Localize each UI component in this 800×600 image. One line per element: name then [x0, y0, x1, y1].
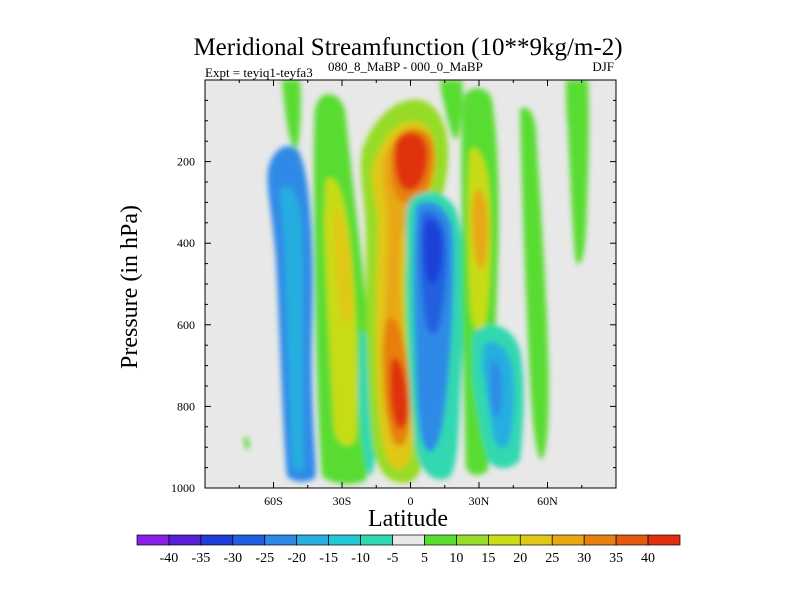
colorbar-label: -20	[287, 551, 306, 566]
contour-pos-band-75n	[566, 80, 589, 264]
x-tick-label: 30N	[469, 494, 490, 508]
x-tick-label: 60S	[264, 494, 283, 508]
season-label: DJF	[592, 59, 614, 74]
colorbar-swatch	[647, 534, 681, 546]
contour-fill	[244, 80, 589, 485]
colorbar-swatch	[456, 534, 489, 546]
colorbar-label: -35	[192, 551, 211, 566]
contour-neg-lobe-nh-thin	[490, 359, 502, 417]
y-axis-ticks: 200 400 600 800 1000	[171, 99, 616, 495]
contour-pos-band-30n-core	[472, 188, 488, 271]
colorbar-label: 35	[609, 551, 623, 566]
colorbar-swatch	[232, 534, 266, 546]
y-tick-label: 600	[177, 318, 195, 332]
y-tick-label: 200	[177, 155, 195, 169]
colorbar-swatch	[136, 534, 170, 546]
contour-pos-upper-eq	[440, 80, 463, 140]
x-tick-label: 30S	[333, 494, 352, 508]
contour-lower-max-core	[390, 358, 409, 429]
colorbar-swatch	[360, 534, 393, 546]
contour-upper-max-core	[394, 132, 428, 191]
colorbar: -40 -35 -30 -25 -20 -15 -10 -5 5 10 15 20 25 30 35 40	[136, 534, 681, 566]
y-axis-title: Pressure (in hPa)	[117, 205, 143, 369]
contour-pos-upper-sh	[282, 80, 301, 150]
colorbar-label: -40	[160, 551, 179, 566]
colorbar-swatch	[200, 534, 234, 546]
colorbar-label: -10	[351, 551, 370, 566]
x-axis-ticks: 60S 30S 0 30N 60N	[238, 80, 583, 508]
colorbar-label: 25	[545, 551, 559, 566]
colorbar-swatch	[551, 534, 585, 546]
colorbar-label: -15	[319, 551, 338, 566]
colorbar-swatch	[392, 534, 425, 546]
colorbar-swatch	[519, 534, 553, 546]
colorbar-label: 15	[481, 551, 495, 566]
colorbar-swatch	[168, 534, 202, 546]
contour-pos-lower-sh	[244, 436, 250, 450]
colorbar-swatch	[264, 534, 298, 546]
colorbar-label: 40	[641, 551, 655, 566]
contour-neg-band-50s-inner	[280, 186, 304, 471]
x-tick-label: 0	[408, 494, 414, 508]
plot-area: 200 400 600 800 1000 60S 30S 0 30N 60N	[171, 79, 617, 508]
colorbar-swatch	[328, 534, 361, 546]
colorbar-label: 10	[449, 551, 463, 566]
contour-pos-band-45n	[520, 107, 549, 461]
colorbar-label: -30	[223, 551, 242, 566]
colorbar-label: 5	[421, 551, 428, 566]
colorbar-swatch	[424, 534, 457, 546]
colorbar-label: 20	[513, 551, 527, 566]
colorbar-swatch	[615, 534, 649, 546]
colorbar-swatch	[583, 534, 617, 546]
contour-neg-cell-core	[424, 220, 442, 284]
y-tick-label: 1000	[171, 481, 195, 495]
colorbar-label: 30	[577, 551, 591, 566]
colorbar-swatch	[296, 534, 329, 546]
x-axis-title: Latitude	[368, 506, 448, 532]
y-tick-label: 400	[177, 236, 195, 250]
y-tick-label: 800	[177, 399, 195, 413]
experiment-label: Expt = teyiq1-teyfa3	[205, 65, 313, 80]
colorbar-label: -25	[255, 551, 274, 566]
colorbar-label: -5	[387, 551, 399, 566]
colorbar-swatch	[488, 534, 521, 546]
x-tick-label: 60N	[537, 494, 558, 508]
chart-title: Meridional Streamfunction (10**9kg/m-2)	[193, 34, 622, 61]
experiment-superscript: 080_8_MaBP - 000_0_MaBP	[328, 59, 483, 74]
contour-pos-band-30s-core	[333, 209, 353, 324]
